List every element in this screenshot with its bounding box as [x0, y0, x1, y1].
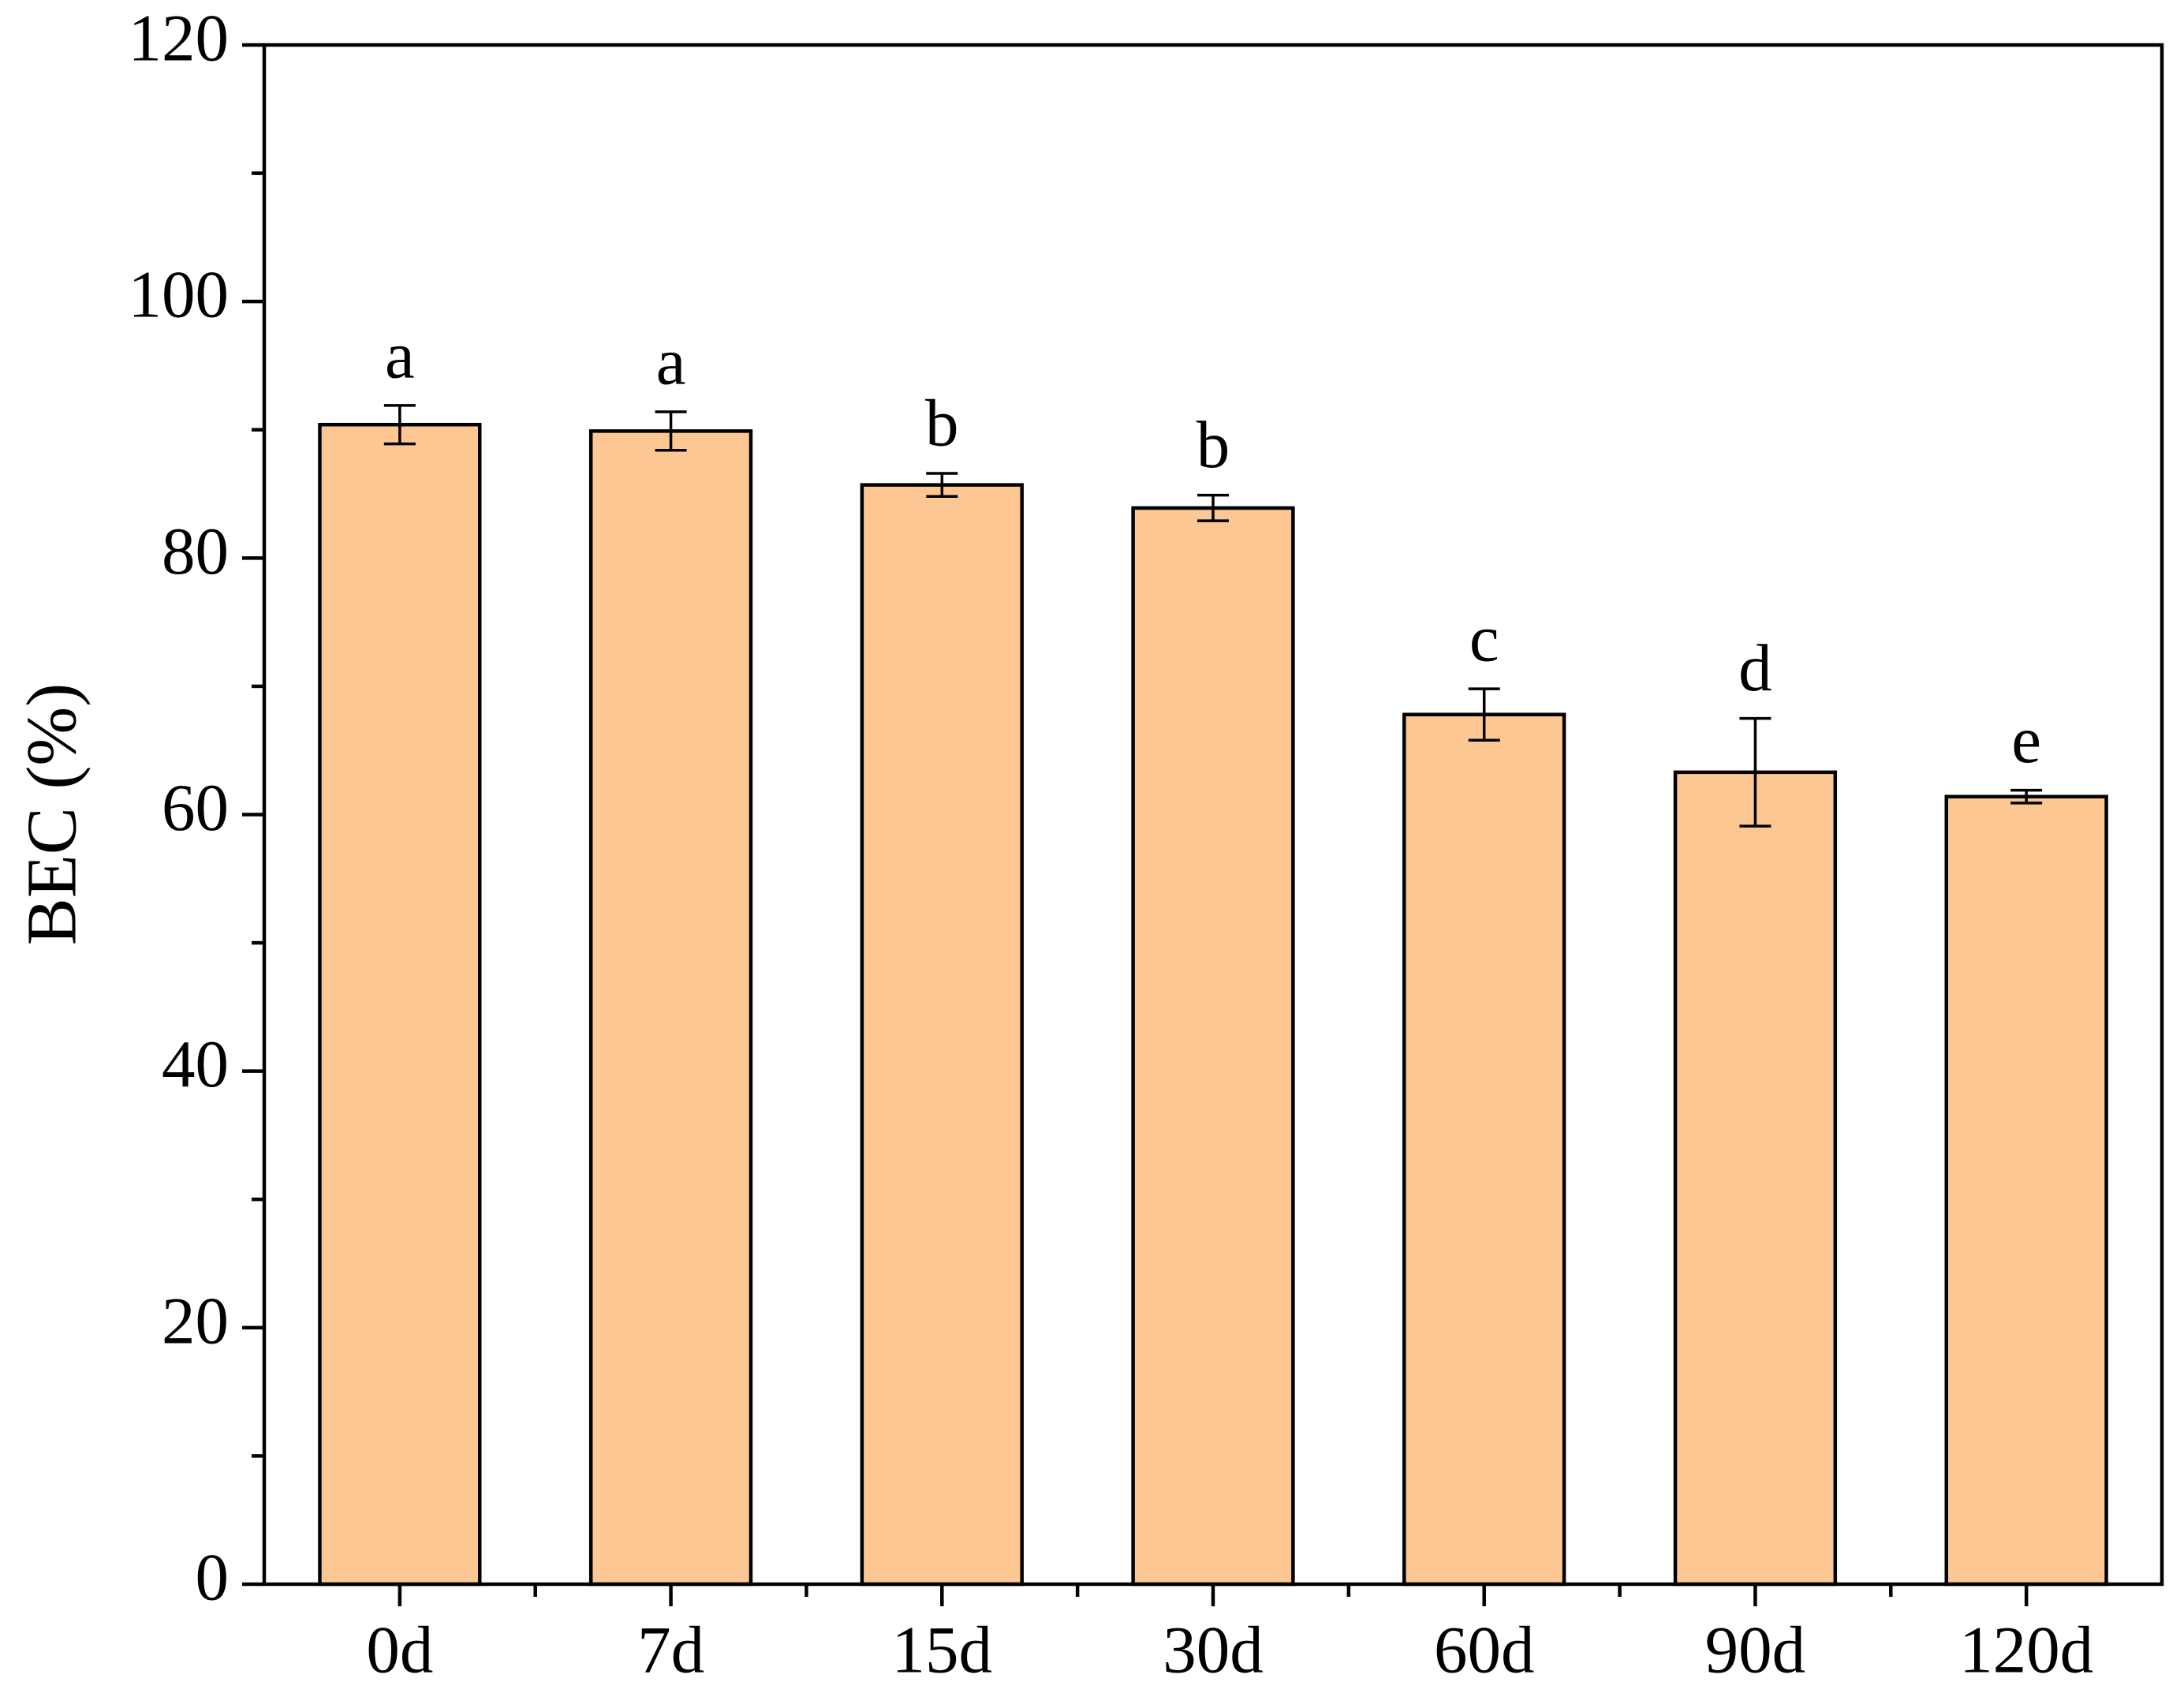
x-tick-label: 120d [1959, 1613, 2093, 1688]
plot-frame [262, 43, 2164, 1587]
y-tick-label: 80 [162, 514, 229, 589]
bar [1673, 770, 1838, 1587]
bar [1402, 712, 1566, 1587]
y-tick-label: 40 [162, 1027, 229, 1101]
y-tick-label: 20 [162, 1284, 229, 1358]
y-tick-label: 60 [162, 771, 229, 845]
y-tick-label: 100 [129, 258, 230, 332]
bar [588, 429, 753, 1587]
error-bar [655, 410, 687, 452]
bar [860, 483, 1024, 1587]
x-tick-label: 90d [1705, 1613, 1806, 1688]
error-bar [2010, 788, 2043, 805]
significance-label: b [1197, 408, 1230, 482]
x-tick-label: 15d [892, 1613, 993, 1688]
x-tick-label: 0d [366, 1613, 433, 1688]
bar [1944, 794, 2108, 1587]
error-bar [926, 472, 958, 499]
significance-label: d [1738, 631, 1772, 705]
bar [318, 422, 482, 1587]
y-tick-label: 0 [196, 1541, 230, 1615]
y-tick-label: 120 [129, 2, 230, 76]
significance-label: b [925, 387, 959, 461]
y-axis-label: BEC (%) [13, 683, 91, 945]
error-bar [1468, 687, 1500, 742]
error-bar [1739, 716, 1771, 828]
significance-label: a [656, 324, 686, 398]
error-bar [1197, 493, 1229, 522]
x-tick-label: 30d [1163, 1613, 1264, 1688]
x-tick-label: 60d [1434, 1613, 1535, 1688]
significance-label: e [2011, 703, 2041, 777]
bar [1131, 506, 1295, 1587]
significance-label: a [385, 318, 415, 392]
x-tick-label: 7d [637, 1613, 704, 1688]
error-bar [383, 404, 416, 446]
significance-label: c [1469, 602, 1499, 676]
